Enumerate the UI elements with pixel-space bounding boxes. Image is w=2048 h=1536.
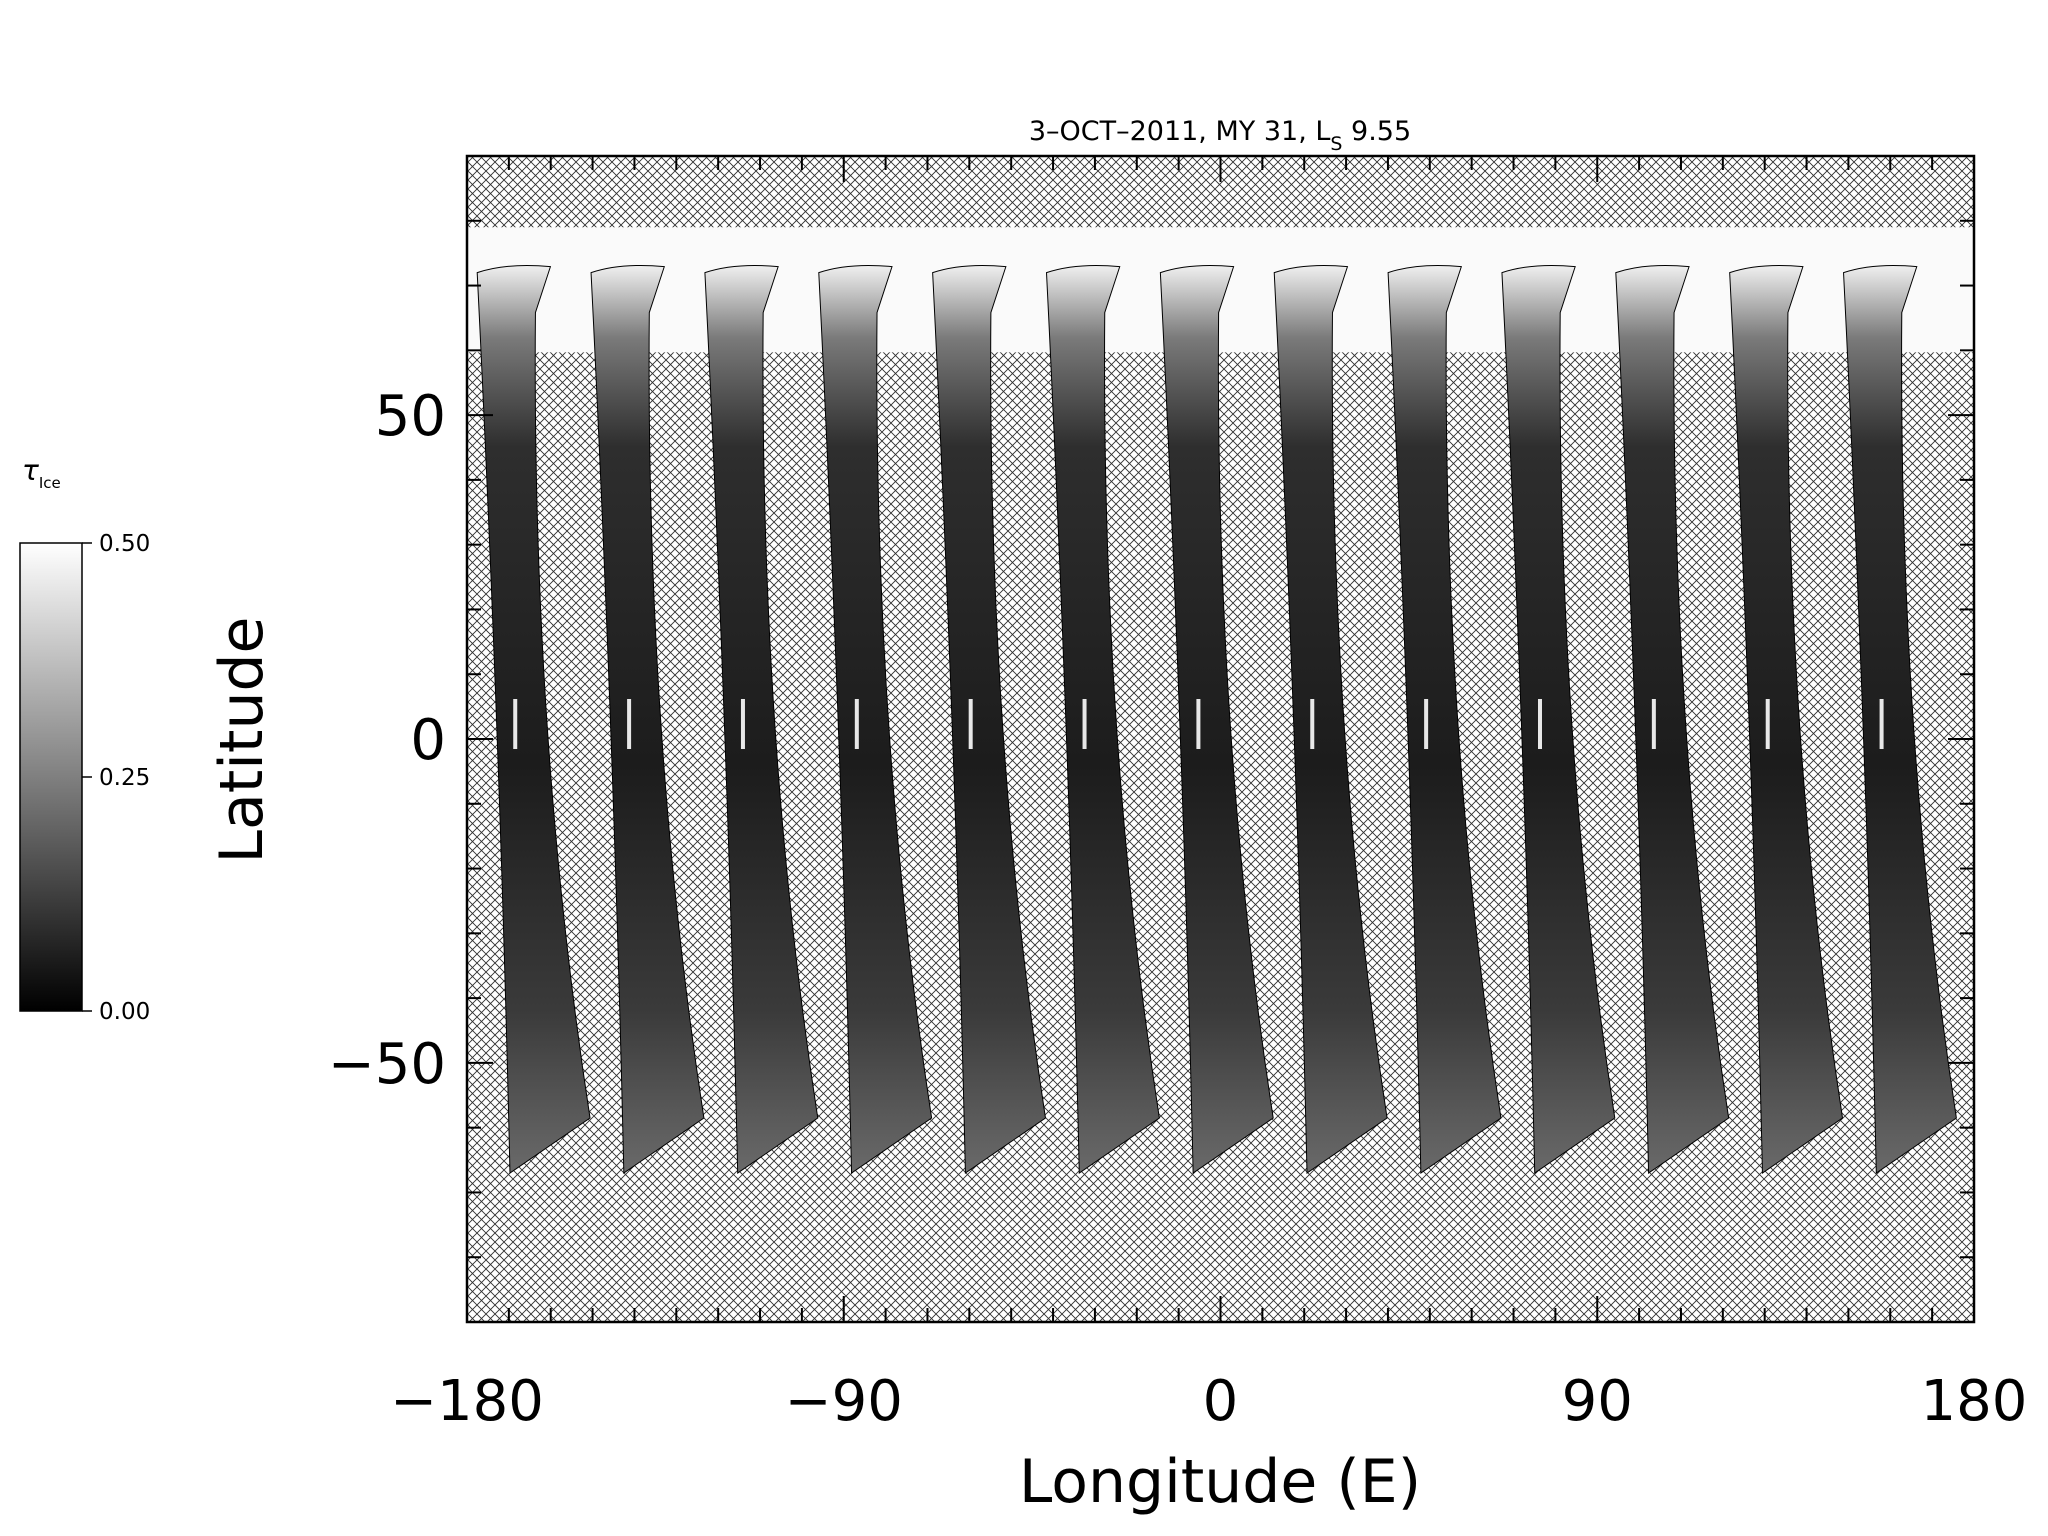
data-gap-streak xyxy=(854,699,859,749)
data-gap-streak xyxy=(1310,699,1315,749)
orbit-swath xyxy=(590,264,705,1174)
colorbar-ticks: 0.50 0.25 0.00 xyxy=(82,531,150,1025)
y-tick-labels: −50 0 50 xyxy=(328,384,446,1097)
orbit-swath xyxy=(1501,264,1616,1174)
colorbar-tick-label: 0.50 xyxy=(99,531,150,557)
title-subscript: S xyxy=(1330,133,1342,155)
title-prefix: 3–OCT–2011, MY 31, L xyxy=(1029,116,1331,147)
colorbar: τIce 0.50 0.25 0.00 xyxy=(19,454,150,1025)
data-gap-streak xyxy=(1424,699,1429,749)
plot-area xyxy=(465,154,1976,1324)
colorbar-tick-label: 0.00 xyxy=(99,999,150,1025)
colorbar-label-main: τ xyxy=(22,454,39,487)
x-tick-labels: −180 −90 0 90 180 xyxy=(390,1369,2027,1434)
y-tick-label: 0 xyxy=(410,708,446,773)
orbit-swath xyxy=(1045,264,1160,1174)
data-gap-streak xyxy=(1082,699,1087,749)
y-tick-label: 50 xyxy=(375,384,446,449)
colorbar-gradient xyxy=(19,542,83,1012)
x-axis-label: Longitude (E) xyxy=(1019,1447,1421,1517)
orbit-swath xyxy=(1159,264,1274,1174)
orbit-swath xyxy=(1273,264,1388,1174)
colorbar-label-sub: Ice xyxy=(39,474,61,492)
x-tick-label: −180 xyxy=(390,1369,544,1434)
orbit-swath xyxy=(932,264,1047,1174)
orbit-swath xyxy=(1387,264,1502,1174)
orbit-swath xyxy=(1843,264,1957,1174)
chart-title: 3–OCT–2011, MY 31, LS 9.55 xyxy=(1029,116,1411,155)
data-gap-streak xyxy=(1765,699,1770,749)
x-tick-label: −90 xyxy=(785,1369,903,1434)
colorbar-tick-label: 0.25 xyxy=(99,765,150,791)
x-tick-label: 180 xyxy=(1921,1369,2028,1434)
data-gap-streak xyxy=(968,699,973,749)
data-gap-streak xyxy=(1879,699,1884,749)
data-gap-streak xyxy=(513,699,518,749)
orbit-swath xyxy=(704,264,819,1174)
colorbar-label: τIce xyxy=(22,454,61,492)
plot-content xyxy=(467,227,1974,1174)
title-suffix: 9.55 xyxy=(1342,116,1411,147)
orbit-swath xyxy=(476,264,591,1174)
y-axis-label: Latitude xyxy=(207,617,277,864)
orbit-swath xyxy=(1615,264,1730,1174)
data-gap-streak xyxy=(627,699,632,749)
data-gap-streak xyxy=(1651,699,1656,749)
x-tick-label: 90 xyxy=(1562,1369,1633,1434)
y-tick-label: −50 xyxy=(328,1032,446,1097)
data-gap-streak xyxy=(1196,699,1201,749)
data-gap-streak xyxy=(1537,699,1542,749)
axis-ticks xyxy=(466,155,1975,1323)
data-gap-streak xyxy=(740,699,745,749)
x-tick-label: 0 xyxy=(1203,1369,1239,1434)
orbit-swath xyxy=(818,264,933,1174)
orbit-swath xyxy=(1729,264,1844,1174)
